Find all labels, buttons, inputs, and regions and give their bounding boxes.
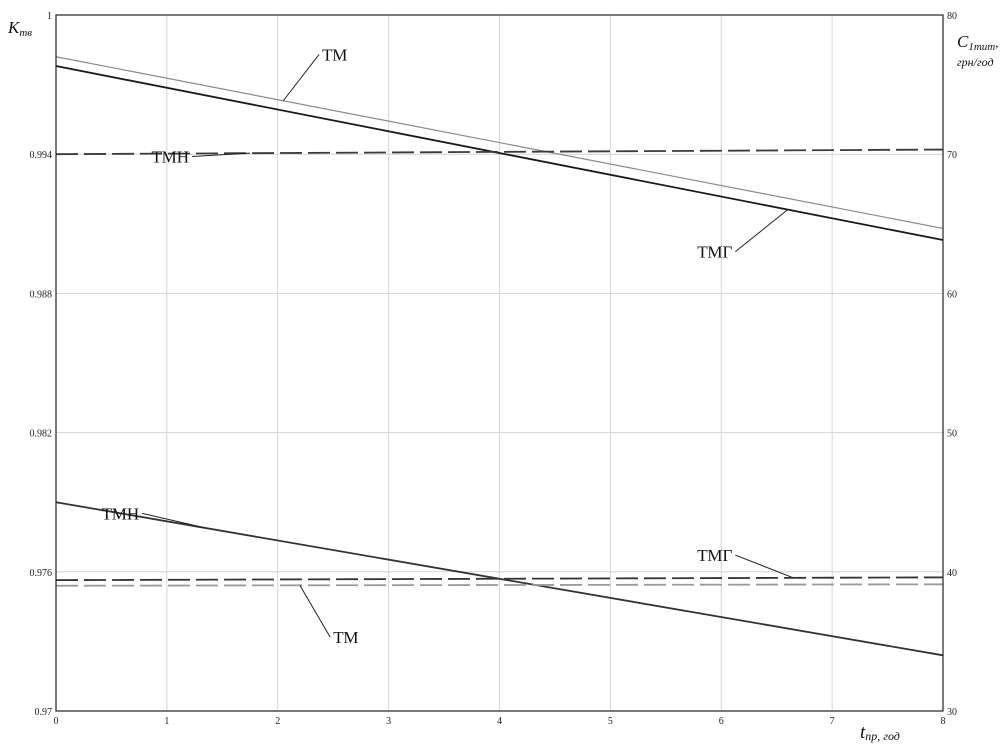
x-tick-label: 4 [497, 716, 502, 727]
series-annotation-label: ТМГ [697, 546, 732, 565]
series-annotations: ТМ ТМН ТМГ ТМН ТМГ ТМ [102, 45, 794, 647]
annotation-leader-line [299, 585, 331, 638]
y-right-tick-label: 70 [947, 150, 957, 161]
x-axis-label: tпр, год [860, 722, 900, 743]
annotation-leader-line [735, 209, 789, 253]
series-annotation-label: ТМ [322, 45, 347, 64]
x-tick-label: 8 [941, 716, 946, 727]
y-left-axis-label: Kтв [7, 18, 32, 39]
tick-labels: 0 1 2 3 4 5 6 7 8 0.97 0.976 0.982 0.988 0.994 1 30 40 50… [30, 11, 958, 727]
annotation-leader-line [282, 54, 320, 102]
x-tick-label: 2 [275, 716, 280, 727]
plot-frame [55, 14, 944, 712]
y-left-tick-label: 0.976 [30, 568, 53, 579]
series-annotation-label: ТМ [333, 628, 358, 647]
y-right-tick-label: 80 [947, 11, 957, 22]
y-left-tick-label: 1 [47, 11, 52, 22]
series-annotation-label: ТМН [102, 504, 140, 523]
series-line-2 [55, 148, 944, 156]
annotation-leader-line [142, 512, 206, 529]
x-tick-label: 6 [719, 716, 724, 727]
series-annotation-label: ТМН [151, 148, 189, 167]
series-line-5 [55, 583, 944, 587]
grid-lines [56, 15, 943, 711]
y-right-tick-label: 40 [947, 568, 957, 579]
annotation-leader-line [192, 152, 251, 158]
y-left-tick-label: 0.97 [35, 707, 53, 718]
y-left-tick-label: 0.988 [30, 289, 53, 300]
series-annotation-label: ТМГ [697, 243, 732, 262]
x-tick-label: 0 [54, 716, 59, 727]
y-left-tick-label: 0.982 [30, 429, 53, 440]
y-right-tick-label: 30 [947, 707, 957, 718]
x-tick-label: 7 [830, 716, 835, 727]
y-right-tick-label: 50 [947, 429, 957, 440]
series-line-0 [55, 56, 944, 230]
x-tick-label: 1 [164, 716, 169, 727]
y-left-tick-label: 0.994 [30, 150, 53, 161]
annotation-leader-line [735, 554, 794, 579]
y-right-axis-label: C1тит, [957, 32, 998, 53]
series-line-4 [55, 576, 944, 582]
series-line-1 [55, 65, 944, 241]
y-right-axis-unit: грн/год [957, 55, 994, 69]
x-tick-label: 5 [608, 716, 613, 727]
x-tick-label: 3 [386, 716, 391, 727]
y-right-tick-label: 60 [947, 289, 957, 300]
